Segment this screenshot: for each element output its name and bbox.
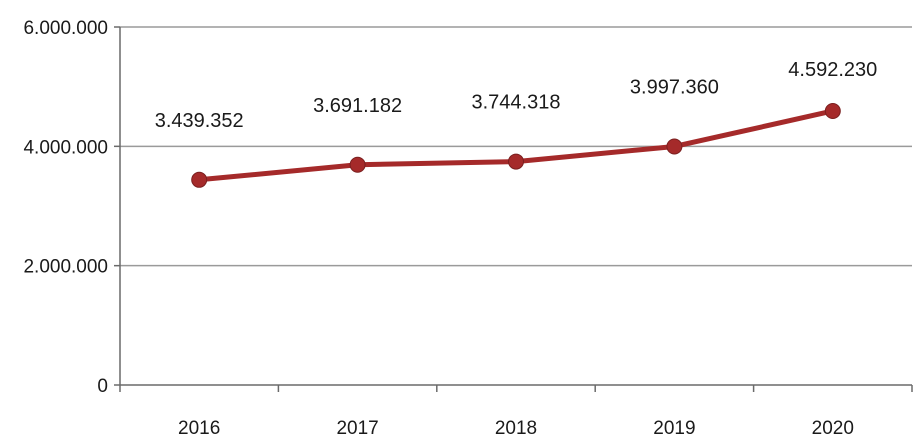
data-point	[666, 138, 683, 155]
data-label: 3.997.360	[630, 76, 719, 98]
x-tick-label: 2018	[495, 418, 537, 439]
data-point	[349, 156, 366, 173]
data-label: 4.592.230	[788, 59, 877, 81]
y-tick-label: 2.000.000	[23, 257, 108, 278]
data-labels: 3.439.352 3.691.182 3.744.318 3.997.360 4.59…	[155, 59, 878, 132]
data-point	[824, 102, 841, 119]
y-tick-labels: 0 2.000.000 4.000.000 6.000.000	[23, 18, 108, 397]
x-tick-label: 2016	[178, 418, 220, 439]
y-tick-label: 4.000.000	[23, 137, 108, 158]
x-tick-label: 2019	[653, 418, 695, 439]
series	[191, 102, 841, 188]
data-label: 3.744.318	[472, 92, 561, 114]
data-label: 3.439.352	[155, 110, 244, 132]
y-tick-label: 6.000.000	[23, 18, 108, 39]
data-label: 3.691.182	[313, 95, 402, 117]
x-tick-labels: 2016 2017 2018 2019 2020	[178, 418, 854, 439]
data-point	[191, 171, 208, 188]
gridlines	[120, 26, 912, 267]
axes	[114, 26, 913, 392]
y-tick-label: 0	[97, 376, 108, 397]
x-tick-label: 2017	[336, 418, 378, 439]
data-point	[508, 153, 524, 170]
x-tick-label: 2020	[812, 418, 854, 439]
